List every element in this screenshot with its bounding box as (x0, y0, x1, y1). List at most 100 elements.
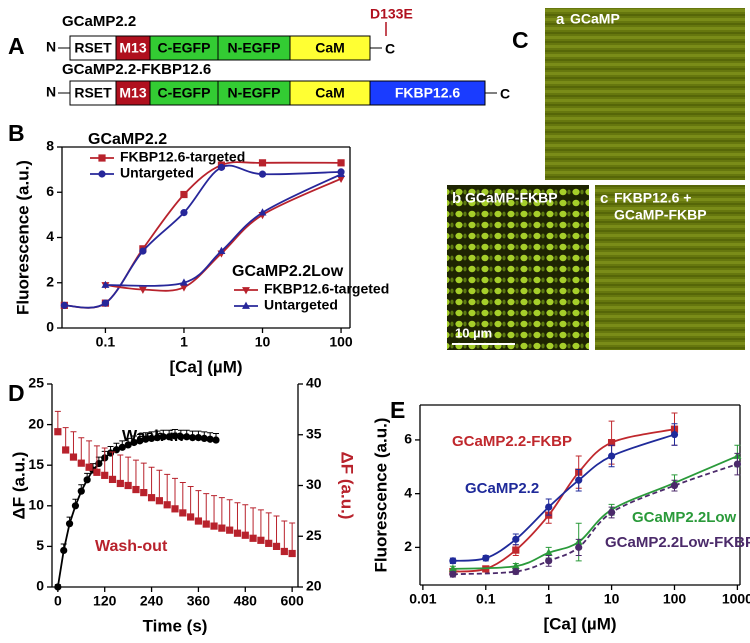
construct-diagram: GCaMP2.2 N RSET M13 C-EGFP N-EGFP CaM C D133E GCa… (46, 6, 510, 106)
marker (217, 246, 226, 254)
marker (206, 435, 214, 443)
y2-tick-label: 25 (306, 527, 322, 543)
marker (140, 489, 148, 497)
marker (130, 438, 138, 447)
marker (101, 280, 110, 288)
domain (115, 35, 151, 61)
marker (449, 570, 457, 578)
marker (512, 546, 520, 554)
y2-tick-label: 30 (306, 476, 322, 492)
marker (272, 542, 281, 550)
n-terminus: N (46, 84, 56, 100)
marker (545, 557, 553, 565)
y-tick-label: 6 (404, 431, 412, 447)
y-tick-label: 8 (46, 138, 54, 154)
marker (54, 583, 62, 591)
micrograph (545, 8, 745, 180)
marker (449, 557, 457, 565)
marker (280, 547, 288, 556)
x-axis-label: [Ca] (µM) (543, 614, 616, 633)
marker (733, 460, 741, 468)
construct-name: GCaMP2.2-FKBP12.6 (62, 61, 211, 78)
marker (607, 508, 616, 517)
marker (187, 513, 195, 521)
marker (448, 564, 457, 572)
panel-label: C (512, 27, 529, 53)
c-terminus: C (500, 86, 510, 102)
marker (607, 439, 616, 447)
domain (115, 80, 151, 106)
marker (218, 524, 226, 532)
y2-tick-label: 20 (306, 578, 322, 594)
marker (85, 463, 93, 471)
marker (159, 433, 167, 441)
marker (180, 284, 188, 292)
error-bar (234, 502, 241, 534)
marker (188, 433, 197, 442)
y-axis-label: Fluorescence (a.u.) (371, 418, 390, 573)
marker (202, 520, 210, 528)
panel-label: B (8, 120, 25, 146)
marker (179, 509, 187, 517)
x-axis-label: [Ca] (µM) (169, 357, 242, 376)
x-tick-label: 100 (329, 334, 353, 350)
marker (142, 435, 150, 443)
y2-tick-label: 35 (306, 425, 322, 441)
marker (265, 539, 273, 547)
error-bar (125, 456, 132, 486)
y-tick-label: 25 (28, 375, 44, 391)
domain-label: RSET (74, 85, 112, 101)
domain (149, 80, 219, 106)
legend-marker (98, 170, 106, 178)
marker (512, 567, 520, 576)
marker (183, 433, 191, 441)
legend-label: FKBP12.6-targeted (264, 281, 389, 297)
marker (249, 534, 257, 542)
marker (226, 526, 234, 534)
series-label: GCaMP2.2Low-FKBP (605, 534, 750, 551)
construct-name: GCaMP2.2 (62, 13, 136, 30)
marker (136, 437, 144, 445)
marker (575, 543, 583, 551)
c-terminus: C (385, 41, 395, 57)
legend-label: Untargeted (120, 165, 194, 181)
x-tick-label: 240 (140, 593, 164, 609)
y2-tick-label: 40 (306, 375, 322, 391)
micrograph (595, 185, 745, 350)
x-tick-label: 0.01 (409, 591, 436, 607)
y-tick-label: 4 (46, 228, 54, 244)
y-tick-label: 15 (28, 456, 44, 472)
error-bar (172, 477, 178, 509)
marker (575, 476, 583, 484)
y-tick-label: 10 (28, 497, 44, 513)
marker (511, 561, 520, 570)
marker (194, 433, 203, 442)
error-bar (70, 431, 77, 458)
marker (62, 446, 70, 454)
y-tick-label: 4 (404, 484, 412, 500)
error-bar (226, 499, 233, 531)
error-bar (93, 445, 100, 473)
marker (180, 278, 188, 286)
domain (289, 35, 371, 61)
error-bar (148, 466, 155, 498)
x-tick-label: 100 (663, 591, 687, 607)
error-bar (164, 473, 171, 505)
marker (482, 554, 490, 562)
marker (337, 175, 346, 183)
y2-axis-label: ΔF (a.u.) (338, 452, 357, 520)
marker (258, 159, 267, 167)
domain (217, 35, 291, 61)
error-bar (211, 495, 218, 527)
marker (77, 487, 85, 495)
error-bar (273, 515, 280, 547)
domain (289, 80, 371, 106)
marker (60, 301, 68, 309)
error-bar (195, 490, 202, 522)
marker (153, 433, 162, 442)
marker (165, 433, 173, 441)
marker (180, 209, 188, 217)
error-bar (289, 522, 296, 554)
marker (337, 169, 346, 178)
